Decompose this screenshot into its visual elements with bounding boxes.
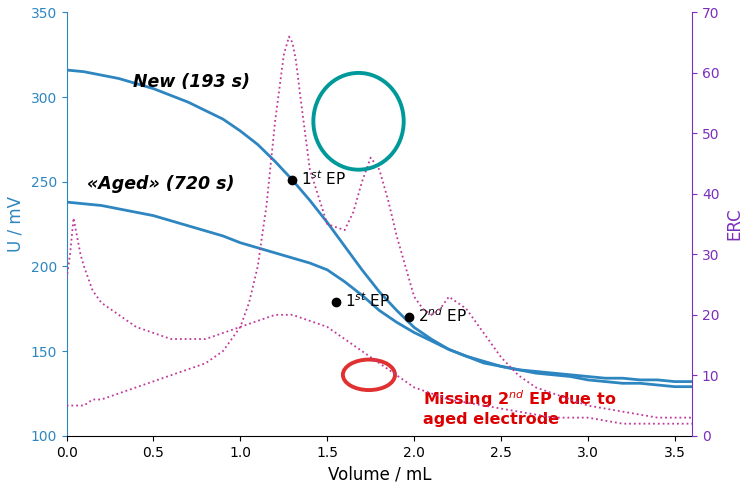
Text: New (193 s): New (193 s) — [133, 73, 250, 91]
Text: 1$^{st}$ EP: 1$^{st}$ EP — [302, 170, 346, 188]
Text: 2$^{nd}$ EP: 2$^{nd}$ EP — [418, 307, 466, 325]
Y-axis label: ERC: ERC — [725, 208, 743, 241]
Y-axis label: U / mV: U / mV — [7, 196, 25, 252]
Text: «Aged» (720 s): «Aged» (720 s) — [88, 174, 235, 193]
X-axis label: Volume / mL: Volume / mL — [328, 465, 431, 483]
Text: Missing 2$^{nd}$ EP due to
aged electrode: Missing 2$^{nd}$ EP due to aged electrod… — [423, 389, 616, 427]
Text: 1$^{st}$ EP: 1$^{st}$ EP — [344, 292, 390, 310]
